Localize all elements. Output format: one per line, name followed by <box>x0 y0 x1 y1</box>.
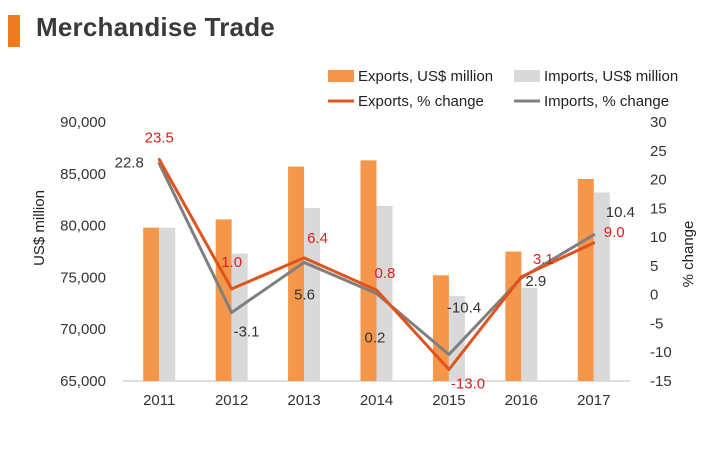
exports-pct-label: 6.4 <box>307 230 328 247</box>
y-tick-label-right: 0 <box>650 287 658 304</box>
y-tick-label-left: 85,000 <box>60 166 106 183</box>
y-tick-label-right: 10 <box>650 229 667 246</box>
x-tick-label: 2013 <box>287 392 320 409</box>
x-tick-label: 2012 <box>215 392 248 409</box>
exports-bar <box>360 160 377 381</box>
y-tick-label-left: 65,000 <box>60 373 106 390</box>
imports-pct-label: 0.2 <box>365 330 386 347</box>
imports-bar <box>231 253 248 381</box>
legend-label: Imports, US$ million <box>544 68 678 85</box>
y-axis-title-left: US$ million <box>31 190 48 266</box>
imports-bar <box>304 207 321 381</box>
legend-label: Exports, US$ million <box>358 68 493 85</box>
y-tick-label-left: 80,000 <box>60 218 106 235</box>
exports-pct-label: 0.8 <box>375 265 396 282</box>
exports-pct-label: 1.0 <box>221 254 242 271</box>
legend-swatch <box>514 70 540 82</box>
y-tick-label-right: -5 <box>650 315 663 332</box>
imports-bar <box>448 296 465 381</box>
y-tick-label-right: -15 <box>650 373 672 390</box>
imports-pct-label: -10.4 <box>447 300 481 317</box>
exports-pct-line <box>157 157 596 371</box>
exports-pct-label: 9.0 <box>604 224 625 241</box>
x-tick-label: 2017 <box>577 392 610 409</box>
exports-bar <box>505 251 522 381</box>
exports-bar <box>215 219 232 381</box>
exports-pct-label: -13.0 <box>451 375 485 392</box>
imports-pct-label: 2.9 <box>525 273 546 290</box>
chart-title: Merchandise Trade <box>36 12 275 42</box>
y-tick-label-right: 30 <box>650 114 667 131</box>
imports-pct-label: 10.4 <box>606 204 635 221</box>
y-tick-label-right: 15 <box>650 200 667 217</box>
imports-bar <box>521 287 538 381</box>
y-tick-label-right: 25 <box>650 143 667 160</box>
exports-pct-label: 3.1 <box>533 251 554 268</box>
imports-pct-label: -3.1 <box>234 324 260 341</box>
legend-label: Imports, % change <box>544 93 669 110</box>
imports-bar <box>376 205 393 381</box>
imports-bar <box>159 227 176 381</box>
y-axis-title-right: % change <box>680 221 697 288</box>
y-tick-label-left: 70,000 <box>60 321 106 338</box>
imports-bar <box>593 192 610 381</box>
exports-bar <box>288 166 305 381</box>
y-tick-label-left: 75,000 <box>60 269 106 286</box>
y-tick-label-right: -10 <box>650 344 672 361</box>
x-tick-label: 2016 <box>505 392 538 409</box>
x-tick-label: 2014 <box>360 392 393 409</box>
y-tick-label-left: 90,000 <box>60 114 106 131</box>
exports-pct-label: 23.5 <box>145 129 174 146</box>
legend-label: Exports, % change <box>358 93 484 110</box>
exports-bar <box>577 178 594 381</box>
exports-bar <box>143 227 160 381</box>
legend-swatch <box>328 70 354 82</box>
y-tick-label-right: 20 <box>650 172 667 189</box>
y-tick-label-right: 5 <box>650 258 658 275</box>
x-tick-label: 2015 <box>432 392 465 409</box>
imports-pct-label: 22.8 <box>115 154 144 171</box>
x-tick-label: 2011 <box>143 392 175 409</box>
title-accent-bar <box>8 15 20 47</box>
imports-pct-label: 5.6 <box>294 286 315 303</box>
